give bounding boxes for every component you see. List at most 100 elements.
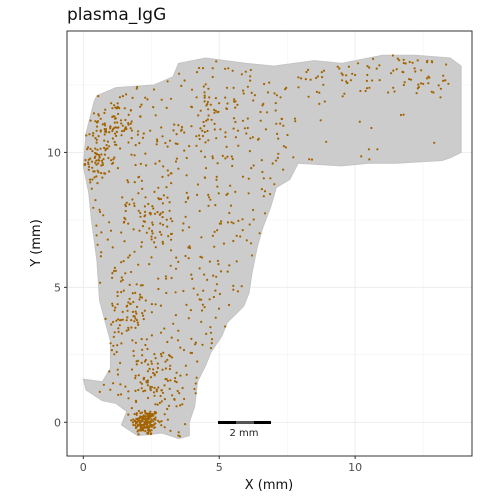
igg-point xyxy=(275,122,278,125)
igg-point xyxy=(300,77,303,80)
igg-point xyxy=(112,382,115,385)
igg-point xyxy=(150,229,154,233)
igg-point xyxy=(433,141,436,144)
igg-point xyxy=(113,309,116,312)
igg-point xyxy=(161,368,164,371)
igg-point xyxy=(231,157,234,161)
igg-point xyxy=(94,120,97,123)
igg-point xyxy=(211,155,214,158)
igg-point xyxy=(108,145,111,148)
igg-point xyxy=(304,78,307,81)
igg-point xyxy=(154,416,157,419)
igg-point xyxy=(149,129,152,132)
igg-point xyxy=(243,127,246,130)
igg-point xyxy=(403,81,406,84)
igg-point xyxy=(175,381,178,384)
igg-point xyxy=(263,82,266,86)
igg-point xyxy=(228,264,231,267)
igg-point xyxy=(88,133,91,136)
igg-point xyxy=(148,367,151,370)
igg-point xyxy=(214,97,217,100)
igg-point xyxy=(157,386,160,389)
igg-point xyxy=(227,303,231,307)
igg-point xyxy=(139,412,142,415)
igg-point xyxy=(149,387,152,390)
igg-point xyxy=(166,225,169,228)
igg-point xyxy=(164,360,167,363)
igg-point xyxy=(166,340,169,344)
igg-point xyxy=(108,221,111,224)
igg-point xyxy=(218,102,221,105)
igg-point xyxy=(232,86,235,89)
igg-point xyxy=(154,236,157,239)
igg-point xyxy=(103,111,106,115)
igg-point xyxy=(130,368,134,371)
igg-point xyxy=(103,139,106,142)
igg-point xyxy=(157,287,160,291)
igg-point xyxy=(195,144,198,147)
igg-point xyxy=(175,405,178,408)
igg-point xyxy=(214,289,217,292)
igg-point xyxy=(129,302,132,305)
igg-point xyxy=(209,198,212,201)
igg-point xyxy=(227,67,230,70)
igg-point xyxy=(100,231,103,234)
igg-point xyxy=(154,114,157,117)
igg-point xyxy=(120,130,124,133)
igg-point xyxy=(167,404,171,407)
igg-point xyxy=(150,418,153,421)
igg-point xyxy=(213,230,216,233)
igg-point xyxy=(149,385,152,388)
igg-point xyxy=(137,424,140,427)
igg-point xyxy=(184,254,187,258)
igg-point xyxy=(145,164,148,167)
igg-point xyxy=(113,156,116,159)
igg-point xyxy=(134,377,137,380)
igg-point xyxy=(133,154,136,157)
igg-point xyxy=(115,107,119,110)
x-tick-label: 10 xyxy=(348,461,362,474)
igg-point xyxy=(239,235,242,238)
igg-point xyxy=(131,292,134,295)
igg-point xyxy=(181,229,184,232)
igg-point xyxy=(161,216,164,219)
igg-point xyxy=(151,205,154,208)
igg-point xyxy=(169,429,172,432)
igg-point xyxy=(113,121,116,124)
igg-point xyxy=(144,415,147,418)
igg-point xyxy=(146,381,149,384)
igg-point xyxy=(164,141,167,145)
igg-point xyxy=(174,314,177,317)
igg-point xyxy=(132,418,135,421)
igg-point xyxy=(125,319,128,322)
igg-point xyxy=(205,119,208,122)
igg-point xyxy=(229,204,233,207)
igg-point xyxy=(322,83,325,86)
igg-point xyxy=(159,212,162,215)
igg-point xyxy=(159,304,162,307)
igg-point xyxy=(179,374,182,377)
igg-point xyxy=(127,141,130,144)
igg-point xyxy=(338,67,341,70)
igg-point xyxy=(157,186,160,189)
igg-point xyxy=(162,194,165,197)
igg-point xyxy=(95,224,98,227)
igg-point xyxy=(320,71,323,74)
igg-point xyxy=(231,69,234,72)
igg-point xyxy=(181,403,184,406)
igg-point xyxy=(161,175,164,178)
igg-point xyxy=(127,328,130,331)
igg-point xyxy=(203,273,206,276)
igg-point xyxy=(173,397,176,401)
igg-point xyxy=(184,200,187,204)
igg-point xyxy=(168,201,171,204)
igg-point xyxy=(263,212,267,215)
igg-point xyxy=(138,229,141,232)
igg-point xyxy=(152,207,155,210)
igg-point xyxy=(417,83,420,86)
igg-point xyxy=(159,222,162,225)
igg-point xyxy=(268,81,271,84)
igg-point xyxy=(160,420,163,423)
igg-point xyxy=(307,95,310,98)
igg-point xyxy=(89,119,92,122)
